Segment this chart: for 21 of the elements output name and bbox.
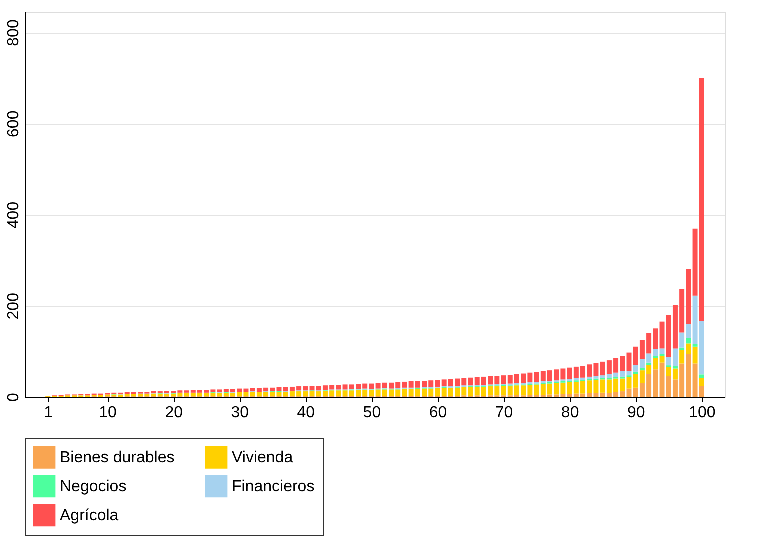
y-tick-label: 400 <box>6 202 22 229</box>
legend-label: Bienes durables <box>60 450 175 467</box>
legend-label: Negocios <box>60 478 127 496</box>
y-tick-label: 800 <box>6 20 22 46</box>
x-tick-label: 20 <box>165 404 184 422</box>
y-tick-label: 0 <box>6 392 22 402</box>
x-tick-label: 1 <box>44 404 54 422</box>
x-tick-label: 30 <box>231 404 250 422</box>
y-tick-label: 200 <box>6 292 22 320</box>
x-tick-label: 80 <box>561 404 580 422</box>
y-tick-label: 600 <box>6 110 22 138</box>
legend-label: Agrícola <box>60 508 119 524</box>
x-tick-label: 70 <box>495 404 514 422</box>
legend-label: Financieros <box>232 478 315 496</box>
x-tick-label: 90 <box>627 404 646 422</box>
legend-label: Vivienda <box>232 450 294 467</box>
x-tick-label: 40 <box>297 404 316 422</box>
x-tick-label: 50 <box>363 404 382 422</box>
x-tick-label: 60 <box>429 404 448 422</box>
x-tick-label: 100 <box>689 404 716 422</box>
x-tick-label: 10 <box>99 404 118 422</box>
